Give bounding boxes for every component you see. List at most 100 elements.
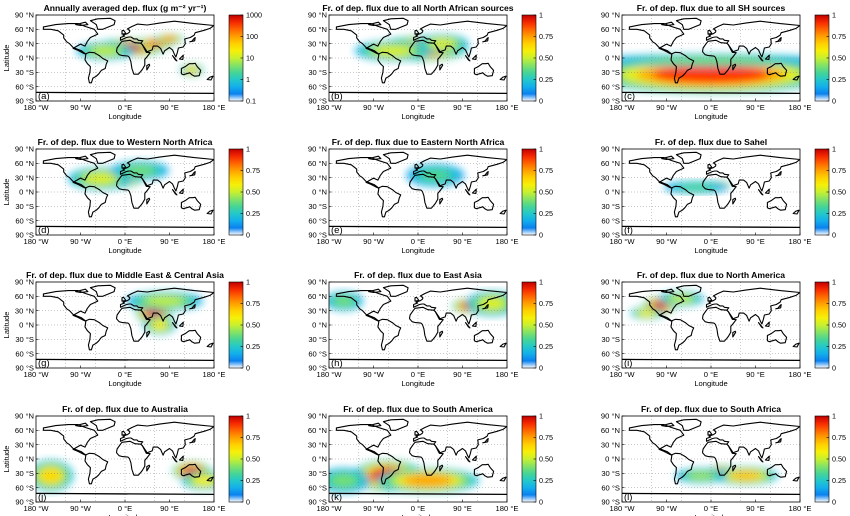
panel-label: (k) xyxy=(331,492,342,503)
flux-hotspot xyxy=(374,46,412,56)
colorbar-tick-label: 0.75 xyxy=(832,299,846,308)
y-tick-label: 90 °N xyxy=(601,278,620,287)
x-tick-label: 180 °W xyxy=(317,237,343,246)
panel-title: Annually averaged dep. flux (g m⁻² yr⁻¹) xyxy=(44,3,207,13)
x-tick-label: 90 °E xyxy=(746,504,765,513)
y-tick-label: 90 °N xyxy=(15,412,34,421)
x-tick-label: 90 °E xyxy=(453,504,472,513)
colorbar-tick-label: 0.75 xyxy=(832,433,846,442)
x-tick-label: 90 °W xyxy=(363,504,385,513)
colorbar-tick-label: 0 xyxy=(246,364,250,373)
coastlines xyxy=(36,284,214,362)
x-tick-label: 180 °E xyxy=(496,504,519,513)
colorbar-tick-label: 0.75 xyxy=(246,166,260,175)
panel-g: Fr. of dep. flux due to Middle East & Ce… xyxy=(2,270,260,388)
y-tick-label: 30 °N xyxy=(601,440,620,449)
colorbar-tick-label: 0.50 xyxy=(832,455,846,464)
x-tick-label: 90 °W xyxy=(363,237,385,246)
x-tick-label: 90 °W xyxy=(656,504,678,513)
y-tick-label: 60 °S xyxy=(601,216,620,225)
panel-k: Fr. of dep. flux due to South America (k)… xyxy=(308,404,553,516)
colorbar-tick-label: 0.75 xyxy=(539,433,553,442)
flux-hotspot xyxy=(91,46,120,56)
y-tick-label: 60 °S xyxy=(601,483,620,492)
x-axis-label: Longitude xyxy=(401,513,434,516)
y-tick-label: 90 °N xyxy=(15,11,34,20)
grid xyxy=(329,282,507,368)
colorbar-tick-label: 0.25 xyxy=(832,476,846,485)
grid xyxy=(36,15,214,101)
grid xyxy=(36,282,214,368)
colorbar-tick-label: 0 xyxy=(832,97,836,106)
x-tick-label: 180 °E xyxy=(496,237,519,246)
y-tick-label: 60 °N xyxy=(601,25,620,34)
coastlines xyxy=(329,284,507,362)
x-tick-label: 0 °E xyxy=(411,504,425,513)
y-tick-label: 30 °N xyxy=(601,39,620,48)
colorbar-tick-label: 1 xyxy=(246,412,250,421)
y-tick-label: 30 °N xyxy=(601,306,620,315)
panel-label: (b) xyxy=(331,91,343,102)
x-tick-label: 180 °E xyxy=(203,237,226,246)
y-tick-label: 60 °N xyxy=(601,426,620,435)
y-axis-label: Latitude xyxy=(2,44,11,71)
x-tick-label: 0 °E xyxy=(704,103,718,112)
colorbar-tick-label: 0.50 xyxy=(246,321,260,330)
panel-label: (c) xyxy=(624,91,635,102)
x-tick-label: 180 °E xyxy=(789,237,812,246)
y-tick-label: 30 °S xyxy=(308,335,327,344)
panel-label: (l) xyxy=(624,492,632,503)
x-tick-label: 90 °E xyxy=(453,237,472,246)
y-tick-label: 90 °N xyxy=(308,11,327,20)
y-tick-label: 60 °N xyxy=(601,159,620,168)
x-axis-label: Longitude xyxy=(108,246,141,255)
flux-field xyxy=(329,460,480,493)
colorbar-tick-label: 1000 xyxy=(246,11,262,20)
colorbar-tick-label: 0.75 xyxy=(539,32,553,41)
coastlines xyxy=(329,418,507,496)
colorbar-tick-label: 1 xyxy=(539,278,543,287)
x-tick-label: 0 °E xyxy=(411,103,425,112)
y-tick-label: 90 °N xyxy=(601,145,620,154)
colorbar-tick-label: 0.50 xyxy=(246,455,260,464)
colorbar-tick-label: 0.50 xyxy=(539,455,553,464)
colorbar-tick-label: 0.25 xyxy=(246,209,260,218)
colorbar-tick-label: 0 xyxy=(246,231,250,240)
x-tick-label: 90 °E xyxy=(746,370,765,379)
y-tick-label: 30 °S xyxy=(15,335,34,344)
x-tick-label: 180 °E xyxy=(203,103,226,112)
panel-e: Fr. of dep. flux due to Eastern North Af… xyxy=(308,137,553,255)
y-tick-label: 60 °N xyxy=(601,292,620,301)
y-tick-label: 30 °N xyxy=(15,39,34,48)
x-tick-label: 0 °E xyxy=(704,370,718,379)
x-tick-label: 0 °E xyxy=(704,504,718,513)
coastlines xyxy=(36,151,214,229)
y-tick-label: 60 °N xyxy=(15,292,34,301)
y-tick-label: 60 °S xyxy=(15,216,34,225)
y-tick-label: 30 °S xyxy=(308,68,327,77)
panel-title: Fr. of dep. flux due to Eastern North Af… xyxy=(332,137,505,147)
panel-h: Fr. of dep. flux due to East Asia (h) 90 °… xyxy=(308,270,553,388)
panel-l: Fr. of dep. flux due to South Africa (l) 9… xyxy=(601,404,846,516)
colorbar-tick-label: 0.50 xyxy=(832,54,846,63)
colorbar-tick-label: 1 xyxy=(246,75,250,84)
colorbar-tick-label: 1 xyxy=(246,145,250,154)
colorbar-tick-label: 0.50 xyxy=(539,321,553,330)
panel-label: (a) xyxy=(38,91,50,102)
y-tick-label: 60 °S xyxy=(308,349,327,358)
flux-hotspot xyxy=(84,173,116,184)
x-tick-label: 0 °E xyxy=(118,370,132,379)
y-tick-label: 60 °S xyxy=(15,349,34,358)
y-tick-label: 90 °N xyxy=(308,412,327,421)
x-tick-label: 180 °W xyxy=(317,370,343,379)
coastlines xyxy=(329,17,507,95)
colorbar-tick-label: 0.25 xyxy=(539,209,553,218)
panel-title: Fr. of dep. flux due to Western North Af… xyxy=(38,137,213,147)
panel-label: (j) xyxy=(38,492,46,503)
y-tick-label: 90 °N xyxy=(308,145,327,154)
y-tick-label: 90 °S xyxy=(308,97,327,106)
colorbar-tick-label: 0 xyxy=(539,498,543,507)
coastlines xyxy=(622,17,800,95)
x-tick-label: 90 °W xyxy=(70,370,92,379)
